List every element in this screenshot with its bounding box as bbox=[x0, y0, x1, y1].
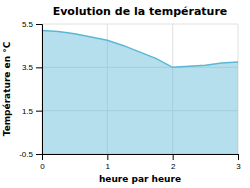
chart-svg: 0 1 2 3 -0.5 1.5 3.5 5.5 Evolution de la tempéra… bbox=[0, 0, 250, 188]
x-tick-label: 0 bbox=[40, 162, 45, 171]
x-axis: 0 1 2 3 bbox=[40, 154, 241, 171]
x-tick-mark bbox=[173, 154, 174, 160]
y-tick-mark bbox=[36, 154, 42, 155]
data-marks bbox=[42, 31, 238, 155]
x-tick-label: 2 bbox=[171, 162, 176, 171]
x-tick-label: 3 bbox=[236, 162, 241, 171]
plot-area: 0 1 2 3 -0.5 1.5 3.5 5.5 bbox=[19, 20, 241, 171]
y-axis-line bbox=[36, 25, 43, 155]
x-tick: 1 bbox=[106, 154, 111, 171]
y-axis: -0.5 1.5 3.5 5.5 bbox=[19, 20, 42, 159]
line bbox=[42, 31, 238, 68]
y-tick-mark bbox=[36, 111, 42, 112]
x-tick-mark bbox=[238, 154, 239, 160]
y-tick-label: -0.5 bbox=[19, 150, 33, 159]
y-tick: -0.5 bbox=[19, 150, 42, 159]
y-axis-title: Température en °C bbox=[2, 41, 12, 136]
y-tick-label: 5.5 bbox=[22, 20, 34, 29]
x-tick: 3 bbox=[236, 154, 241, 171]
grid-line-y bbox=[42, 24, 238, 25]
x-tick: 2 bbox=[171, 154, 176, 171]
x-tick: 0 bbox=[40, 154, 45, 171]
y-tick: 5.5 bbox=[22, 20, 42, 29]
grid bbox=[42, 24, 238, 154]
y-tick-label: 1.5 bbox=[22, 107, 34, 116]
y-tick-label: 3.5 bbox=[22, 63, 34, 72]
title: Evolution de la température bbox=[53, 5, 228, 18]
y-tick-mark bbox=[36, 24, 42, 25]
y-tick: 1.5 bbox=[22, 107, 42, 116]
y-tick-mark bbox=[36, 67, 42, 68]
y-tick: 3.5 bbox=[22, 63, 42, 72]
x-tick-label: 1 bbox=[106, 162, 111, 171]
x-tick-mark bbox=[107, 154, 108, 160]
chart-container: 0 1 2 3 -0.5 1.5 3.5 5.5 Evolution de la tempéra… bbox=[0, 0, 250, 188]
x-axis-title: heure par heure bbox=[99, 174, 181, 184]
area bbox=[42, 31, 238, 155]
x-axis-line bbox=[43, 155, 239, 161]
